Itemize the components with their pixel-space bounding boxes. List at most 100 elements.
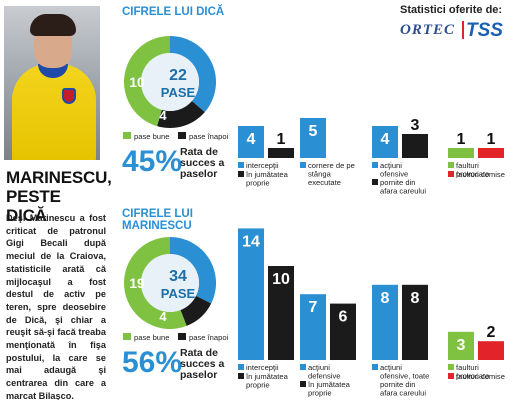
bar-b-0 xyxy=(268,148,294,158)
success-rate-label: succes a xyxy=(180,358,225,370)
success-rate-value: 56% xyxy=(122,346,182,379)
bar-label-a-2: ofensive, toate xyxy=(380,372,429,381)
bar-label-a-2: afara careului xyxy=(380,389,426,398)
label-swatch-b-1 xyxy=(300,381,306,387)
club-badge-icon xyxy=(62,88,76,104)
bar-label-a-1: cornere de pe xyxy=(308,161,355,170)
bar-label-a-0: intercepţii xyxy=(246,363,279,372)
donut-center xyxy=(141,53,199,111)
bar-value-b-0: 1 xyxy=(277,131,286,148)
legend-swatch-pase-inapoi xyxy=(178,132,186,139)
player-shirt xyxy=(12,64,96,160)
bar-label-a-2: acţiuni xyxy=(380,161,402,170)
bar-value-b-2: 3 xyxy=(411,117,420,134)
bar-value-a-0: 14 xyxy=(242,233,260,250)
success-rate-label: paselor xyxy=(180,369,217,381)
bar-label-a-0: intercepţii xyxy=(246,161,279,170)
legend-label-pase-inapoi: pase înapoi xyxy=(189,333,229,342)
bar-label-b-2: afara careului xyxy=(380,187,426,196)
success-rate-label: paselor xyxy=(180,168,217,180)
bar-b-2 xyxy=(402,284,428,360)
ortec-logo: ORTEC xyxy=(400,22,456,38)
bar-label-a-3: faulturi xyxy=(456,161,479,170)
bar-value-b-0: 10 xyxy=(272,271,290,288)
donut-back-value: 4 xyxy=(159,309,167,324)
success-rate-label: Rata de xyxy=(180,146,218,158)
article-text: Deşi Marinescu a fost criticat de patron… xyxy=(6,213,106,400)
donut-slice-pase-inapoi xyxy=(180,295,212,326)
label-swatch-a-3 xyxy=(448,364,454,370)
section-title-dica: CIFRELE LUI DICĂ xyxy=(122,6,225,18)
label-swatch-a-2 xyxy=(372,162,378,168)
legend-label-pase-bune: pase bune xyxy=(134,132,169,141)
bar-label-b-1: proprie xyxy=(308,389,332,398)
donut-total-value: 34 xyxy=(169,268,187,285)
label-swatch-b-0 xyxy=(238,171,244,177)
bar-label-a-3: provocate xyxy=(456,372,489,381)
bar-label-a-3: faulturi xyxy=(456,363,479,372)
legend-label-pase-inapoi: pase înapoi xyxy=(189,132,229,141)
section-title-marinescu: CIFRELE LUI MARINESCU xyxy=(122,208,193,232)
label-swatch-b-3 xyxy=(448,373,454,379)
label-swatch-a-1 xyxy=(300,364,306,370)
donut-total-label: PASE xyxy=(161,85,196,100)
donut-back-value: 4 xyxy=(159,108,167,123)
bar-value-a-1: 7 xyxy=(309,299,318,316)
donut-slice-other xyxy=(170,36,216,113)
bar-value-b-2: 8 xyxy=(411,290,420,307)
label-swatch-a-1 xyxy=(300,162,306,168)
bar-b-0 xyxy=(268,266,294,360)
bar-value-a-2: 4 xyxy=(381,131,390,148)
bar-label-a-1: defensive xyxy=(308,372,341,381)
player-photo xyxy=(4,6,100,160)
bar-value-b-3: 1 xyxy=(487,131,496,148)
label-swatch-b-3 xyxy=(448,171,454,177)
bar-label-b-0: proprie xyxy=(246,179,270,188)
bar-label-a-2: pornite din xyxy=(380,380,415,389)
bar-value-a-0: 4 xyxy=(247,131,256,148)
bar-label-a-3: provocate xyxy=(456,170,489,179)
donut-total-label: PASE xyxy=(161,286,196,301)
bar-label-b-2: pornite din xyxy=(380,178,415,187)
success-rate-label: Rata de xyxy=(180,347,218,359)
bar-label-a-1: acţiuni xyxy=(308,363,330,372)
bar-value-b-3: 2 xyxy=(487,324,496,341)
logo-divider xyxy=(462,21,464,39)
bar-a-2 xyxy=(372,284,398,360)
donut-good-value: 19 xyxy=(129,275,145,291)
bar-b-3 xyxy=(478,341,504,360)
bar-b-1 xyxy=(330,303,356,360)
legend-swatch-pase-bune xyxy=(123,132,131,139)
bar-label-b-0: proprie xyxy=(246,381,270,390)
label-swatch-b-2 xyxy=(372,179,378,185)
bar-value-a-2: 8 xyxy=(381,290,390,307)
bar-label-a-1: executate xyxy=(308,178,341,187)
headline: MARINESCU, PESTE DICĂ xyxy=(6,168,112,225)
donut-total-value: 22 xyxy=(169,67,187,84)
bar-label-b-1: în jumătatea xyxy=(307,380,351,389)
label-swatch-a-0 xyxy=(238,364,244,370)
legend-swatch-pase-bune xyxy=(123,333,131,340)
bar-a-0 xyxy=(238,228,264,360)
tss-logo: TSS xyxy=(466,20,503,41)
legend-label-pase-bune: pase bune xyxy=(134,333,169,342)
bar-a-0 xyxy=(238,126,264,158)
bar-label-a-2: acţiuni xyxy=(380,363,402,372)
bar-a-1 xyxy=(300,118,326,158)
bar-label-b-0: în jumătatea xyxy=(245,170,289,179)
success-rate-label: succes a xyxy=(180,157,225,169)
bar-label-a-1: stânga xyxy=(308,170,332,179)
legend-swatch-pase-inapoi xyxy=(178,333,186,340)
donut-slice-other xyxy=(170,237,216,304)
donut-slice-pase-bune xyxy=(124,36,170,127)
bar-label-b-0: în jumătatea xyxy=(245,372,289,381)
bar-a-3 xyxy=(448,331,474,360)
player-hair xyxy=(30,14,76,36)
bar-b-3 xyxy=(478,148,504,158)
label-swatch-b-0 xyxy=(238,373,244,379)
sponsor-label: Statistici oferite de: xyxy=(400,4,503,16)
donut-good-value: 10 xyxy=(129,74,145,90)
bar-a-1 xyxy=(300,294,326,360)
bar-a-2 xyxy=(372,126,398,158)
